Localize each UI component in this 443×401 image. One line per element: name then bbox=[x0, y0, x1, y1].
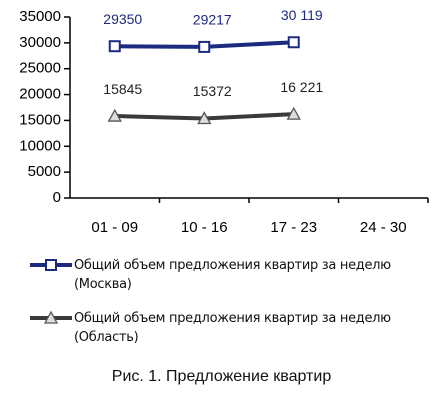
point bbox=[286, 106, 301, 120]
legend-label: Общий объем предложения квартир за недел… bbox=[74, 258, 391, 292]
x-tick-label: 24 - 30 bbox=[360, 219, 407, 236]
x-tick-label: 10 - 16 bbox=[181, 219, 228, 236]
caption: Рис. 1. Предложение квартир bbox=[111, 368, 332, 385]
y-tick-label: 5000 bbox=[28, 163, 61, 180]
legend-marker bbox=[45, 259, 57, 271]
point bbox=[197, 111, 212, 125]
y-tick-label: 10000 bbox=[19, 137, 61, 154]
y-tick-label: 30000 bbox=[19, 34, 61, 51]
data-label: 29217 bbox=[193, 12, 232, 28]
point bbox=[108, 40, 121, 53]
point bbox=[107, 108, 122, 122]
point bbox=[287, 36, 300, 49]
legend-label: Общий объем предложения квартир за недел… bbox=[74, 311, 391, 345]
point bbox=[198, 40, 211, 53]
legend-marker bbox=[43, 310, 59, 324]
y-tick-label: 35000 bbox=[19, 8, 61, 25]
x-tick-label: 01 - 09 bbox=[91, 219, 138, 236]
data-label: 29350 bbox=[103, 11, 142, 27]
data-label: 15845 bbox=[103, 81, 142, 97]
x-tick-label: 17 - 23 bbox=[270, 219, 317, 236]
y-tick-label: 0 bbox=[53, 189, 61, 206]
y-tick-label: 20000 bbox=[19, 86, 61, 103]
data-label: 30 119 bbox=[281, 7, 323, 23]
data-label: 16 221 bbox=[280, 79, 323, 95]
y-tick-label: 15000 bbox=[19, 111, 61, 128]
data-label: 15372 bbox=[193, 83, 232, 99]
y-tick-label: 25000 bbox=[19, 60, 61, 77]
